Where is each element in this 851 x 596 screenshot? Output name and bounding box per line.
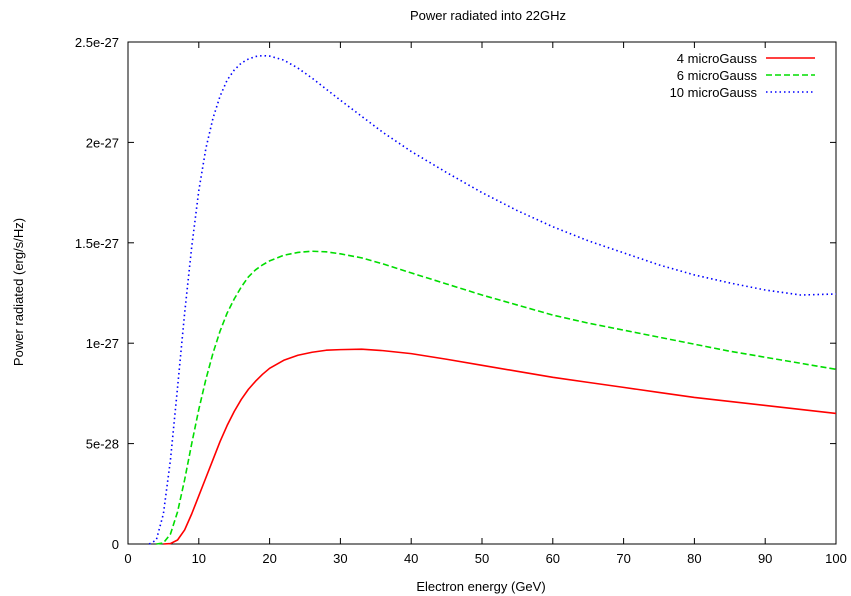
x-tick-label: 60 — [546, 551, 560, 566]
x-tick-label: 40 — [404, 551, 418, 566]
y-tick-label: 0 — [112, 537, 119, 552]
x-tick-label: 0 — [124, 551, 131, 566]
legend-label-3: 10 microGauss — [670, 85, 758, 100]
legend-label-1: 4 microGauss — [677, 51, 758, 66]
y-tick-label: 5e-28 — [86, 437, 119, 452]
y-axis-label: Power radiated (erg/s/Hz) — [11, 218, 26, 366]
series-line-1 — [163, 348, 837, 545]
series-line-3 — [148, 54, 837, 545]
y-tick-label: 2e-27 — [86, 135, 119, 150]
y-tick-label: 1e-27 — [86, 336, 119, 351]
x-tick-label: 70 — [616, 551, 630, 566]
x-tick-label: 90 — [758, 551, 772, 566]
plot-frame — [127, 41, 837, 545]
x-tick-label: 50 — [475, 551, 489, 566]
x-tick-label: 80 — [687, 551, 701, 566]
y-tick-label: 1.5e-27 — [75, 236, 119, 251]
axes: 0 10 20 30 40 50 60 70 80 90 100 0 5e-28 1e-27 1.5e-27… — [75, 35, 847, 566]
x-axis-label: Electron energy (GeV) — [416, 579, 545, 594]
series-layer — [148, 54, 837, 545]
chart-title: Power radiated into 22GHz — [410, 8, 566, 23]
x-tick-label: 100 — [825, 551, 847, 566]
x-tick-label: 20 — [262, 551, 276, 566]
x-tick-label: 10 — [192, 551, 206, 566]
y-tick-label: 2.5e-27 — [75, 35, 119, 50]
legend: 4 microGauss 6 microGauss 10 microGauss — [670, 51, 815, 100]
series-line-2 — [156, 250, 837, 545]
legend-label-2: 6 microGauss — [677, 68, 758, 83]
x-tick-label: 30 — [333, 551, 347, 566]
